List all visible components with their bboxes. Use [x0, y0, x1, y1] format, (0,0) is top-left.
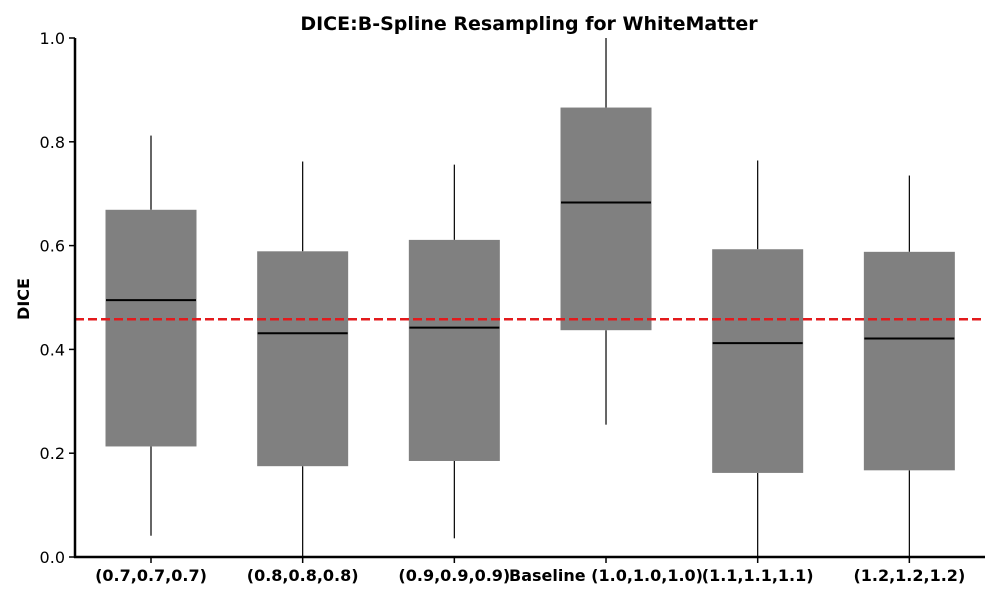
x-tick-label: (1.2,1.2,1.2) [853, 566, 965, 585]
axes: 0.0 0.2 0.4 0.6 0.8 1.0 (0.7,0.7,0.7) (0.8,0.8,… [40, 29, 985, 585]
box-group [408, 164, 500, 539]
box-iqr [560, 107, 652, 331]
box-group [712, 160, 804, 557]
y-tick-label: 0.2 [40, 444, 65, 463]
x-tick-label: (0.7,0.7,0.7) [95, 566, 207, 585]
box-iqr [257, 251, 349, 467]
x-tick-label: (1.1,1.1,1.1) [702, 566, 814, 585]
box-iqr [712, 249, 804, 473]
box-iqr [408, 239, 500, 461]
box-group [863, 175, 955, 557]
y-tick-label: 0.8 [40, 133, 65, 152]
y-tick-label: 1.0 [40, 29, 65, 48]
y-axis-label: DICE [14, 278, 33, 320]
plot-area [75, 38, 985, 557]
box-group [560, 38, 652, 425]
box-iqr [105, 209, 197, 447]
y-tick-label: 0.6 [40, 237, 65, 256]
box-group [257, 161, 349, 557]
x-tick-label: (0.9,0.9,0.9) [398, 566, 510, 585]
y-tick-label: 0.4 [40, 340, 65, 359]
box-group [105, 135, 197, 536]
x-tick-label: (0.8,0.8,0.8) [247, 566, 359, 585]
chart-title: DICE:B-Spline Resampling for WhiteMatter [300, 13, 758, 35]
y-tick-label: 0.0 [40, 548, 65, 567]
box-iqr [863, 251, 955, 471]
x-tick-label: Baseline (1.0,1.0,1.0) [509, 566, 703, 585]
